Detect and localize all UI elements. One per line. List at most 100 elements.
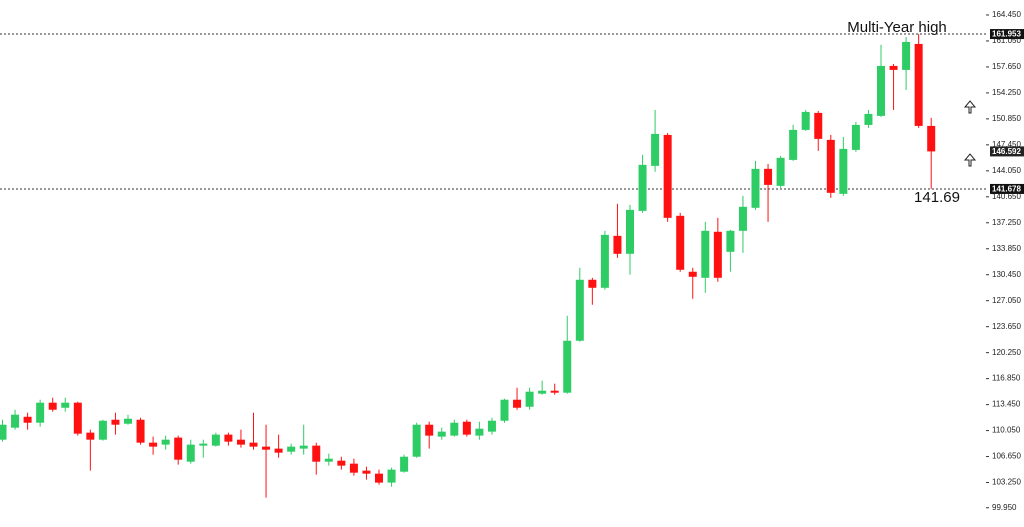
candle-body [877, 65, 885, 116]
candle-body [387, 469, 396, 483]
candle-body [701, 230, 710, 278]
candle-body [174, 437, 183, 460]
last-price-label: 146.592 [992, 147, 1021, 156]
candle-body [613, 235, 622, 254]
y-tick-label: 133.850 [992, 244, 1021, 253]
candle-body [513, 399, 522, 408]
candle-body [362, 470, 371, 474]
y-tick-label: 113.450 [992, 400, 1021, 409]
price-box-label: 161.953 [992, 30, 1021, 39]
annotation-high: Multi-Year high [847, 19, 947, 36]
y-tick-label: 150.850 [992, 114, 1021, 123]
y-tick-label: 116.850 [992, 374, 1021, 383]
candle-body [600, 234, 609, 288]
candle-body [851, 124, 860, 150]
y-tick-label: 123.650 [992, 322, 1021, 331]
annotation-low: 141.69 [914, 189, 960, 206]
candle-body [738, 206, 747, 231]
candle-body [550, 390, 559, 393]
candle-body [299, 445, 308, 449]
candle-body [324, 458, 333, 462]
y-tick-label: 127.050 [992, 296, 1021, 305]
last-price-box [990, 146, 1024, 157]
axis-background [986, 0, 1024, 527]
candle-body [826, 139, 835, 193]
candle-body [726, 230, 735, 252]
candle-body [764, 168, 773, 185]
y-tick-label: 154.250 [992, 88, 1021, 97]
price-box [990, 183, 1024, 194]
candle-body [839, 148, 848, 194]
candle-body [23, 416, 32, 423]
arrow-icon [963, 100, 977, 167]
candle-body [588, 279, 597, 288]
candle-body [211, 434, 220, 446]
candle-body [73, 402, 82, 434]
y-tick-label: 140.650 [992, 192, 1021, 201]
y-tick-label: 147.450 [992, 140, 1021, 149]
y-tick-label: 157.650 [992, 62, 1021, 71]
candle-body [437, 431, 446, 437]
candle-body [450, 422, 459, 436]
candle-body [224, 434, 233, 442]
candle-body [412, 424, 421, 457]
candle-body [86, 432, 95, 440]
candle-body [111, 419, 120, 425]
candle-body [776, 157, 785, 186]
candle-body [688, 271, 697, 277]
candle-body [425, 424, 434, 436]
axis-area: 164.450 161.050 157.650 154.250 150.850 147.4… [986, 0, 1024, 527]
candle-body [713, 231, 722, 278]
candle-body [789, 129, 798, 160]
price-box-label: 141.678 [992, 185, 1021, 194]
candle-body [475, 428, 484, 436]
candle-body [914, 43, 923, 126]
candle-body [98, 420, 107, 440]
candle-body [525, 391, 534, 407]
y-tick-label: 99.950 [992, 503, 1017, 512]
candle-body [751, 168, 760, 208]
candle-body [638, 164, 647, 211]
candle-body [236, 439, 245, 445]
candle-body [124, 418, 132, 424]
candle-body [161, 439, 170, 445]
candle-body [11, 414, 20, 428]
y-tick-label: 137.250 [992, 218, 1021, 227]
candle-body [575, 279, 584, 341]
y-tick-label: 106.650 [992, 452, 1021, 461]
candle-body [500, 399, 509, 421]
candle-body [889, 65, 898, 70]
candle-body [36, 402, 45, 423]
y-tick-label: 110.050 [992, 426, 1021, 435]
y-tick-label: 130.450 [992, 270, 1021, 279]
candle-body [287, 446, 296, 452]
candle-body [349, 463, 358, 473]
candle-body [927, 125, 936, 152]
candle-body [337, 460, 346, 466]
candle-body [0, 424, 7, 440]
y-tick-label: 164.450 [992, 10, 1021, 19]
candle-body [814, 112, 823, 139]
y-tick-label: 120.250 [992, 348, 1021, 357]
candle-body [663, 134, 672, 218]
candle-body [312, 445, 321, 462]
candle-body [902, 41, 911, 70]
candle-body [676, 215, 685, 270]
candle-body [262, 446, 271, 450]
candle-body [538, 390, 547, 394]
candle-body [563, 340, 572, 393]
candle-body [136, 419, 145, 443]
y-tick-label: 103.250 [992, 478, 1021, 487]
candle-body [199, 443, 208, 446]
candle-body [274, 448, 283, 453]
price-box [990, 29, 1024, 40]
candle-body [149, 442, 158, 447]
candle-body [375, 473, 383, 483]
candle-body [186, 444, 195, 462]
candle-body [487, 420, 496, 432]
candle-body [864, 113, 873, 125]
candle-body [626, 209, 634, 254]
candle-body [400, 456, 409, 472]
y-tick-label: 161.050 [992, 36, 1021, 45]
